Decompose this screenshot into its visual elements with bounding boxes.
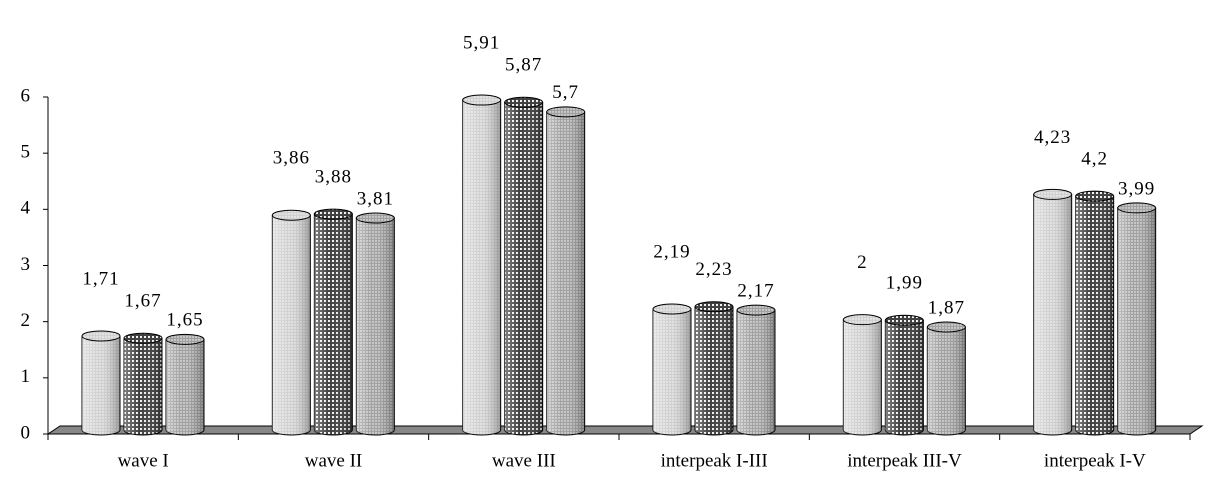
data-label: 4,23 [1034, 127, 1071, 148]
data-label: 3,99 [1118, 178, 1155, 199]
bar-shade [885, 320, 924, 435]
data-label: 5,91 [463, 32, 500, 53]
data-label: 1,99 [886, 273, 923, 294]
data-label: 3,81 [357, 188, 394, 209]
y-tick-label: 5 [21, 142, 31, 163]
bar-top [1117, 202, 1157, 214]
bar-top [926, 321, 966, 333]
y-tick-label: 6 [21, 85, 31, 106]
y-tick-label: 1 [21, 366, 31, 387]
x-tick-label: wave III [492, 450, 556, 471]
data-label: 2,23 [695, 259, 732, 280]
data-label: 1,65 [166, 310, 203, 331]
data-label: 1,71 [82, 268, 119, 289]
bar-top [1033, 188, 1073, 200]
data-label: 4,2 [1081, 148, 1108, 169]
bar-shade [356, 218, 395, 435]
bar-shade [314, 214, 353, 435]
bar-top [81, 330, 121, 342]
y-tick-label: 0 [21, 422, 31, 443]
data-label: 3,88 [315, 166, 352, 187]
bar-shade [737, 310, 775, 435]
bar-top [355, 212, 395, 224]
data-label: 2,19 [653, 241, 690, 262]
bar-shade [462, 100, 501, 436]
data-label: 2,17 [737, 280, 774, 301]
bar-top [1075, 190, 1115, 202]
bar-shade [1033, 194, 1072, 435]
x-tick-label: interpeak I-III [661, 450, 768, 471]
bar-shade [1117, 207, 1156, 435]
bar-shade [695, 306, 733, 435]
bar-shade [1075, 196, 1114, 435]
bar-top [313, 208, 353, 220]
bar-top [884, 314, 924, 326]
bar-shade [843, 319, 882, 435]
bar-shade [653, 308, 691, 435]
x-tick-label: interpeak I-V [1044, 450, 1146, 471]
data-label: 1,87 [928, 297, 965, 318]
data-label: 2 [857, 252, 868, 273]
bar-top [123, 332, 163, 344]
bar-top [271, 209, 311, 221]
y-tick-label: 4 [21, 198, 31, 219]
bar-top [546, 106, 586, 118]
data-label: 3,86 [273, 148, 310, 169]
bar-top [736, 304, 776, 316]
x-tick-label: interpeak III-V [847, 450, 962, 471]
bar-top [652, 303, 692, 315]
bar-shade [272, 215, 311, 435]
bar-top [504, 96, 544, 108]
bar-top [165, 333, 205, 345]
x-tick-label: wave II [305, 450, 363, 471]
bar-shade [546, 111, 585, 435]
bar-shade [504, 102, 543, 436]
floor [46, 425, 1204, 435]
data-label: 1,67 [124, 291, 161, 312]
bar-top [842, 314, 882, 326]
bar-top [694, 301, 734, 313]
data-label: 5,7 [552, 82, 579, 103]
y-tick-label: 2 [21, 310, 31, 331]
bar-shade [166, 339, 204, 435]
data-label: 5,87 [505, 55, 542, 76]
y-tick-label: 3 [21, 254, 31, 275]
x-tick-label: wave I [118, 450, 169, 471]
bar-shade [124, 338, 162, 435]
bar-top [462, 94, 502, 106]
bar-shade [82, 335, 120, 435]
bar-shade [927, 326, 966, 435]
